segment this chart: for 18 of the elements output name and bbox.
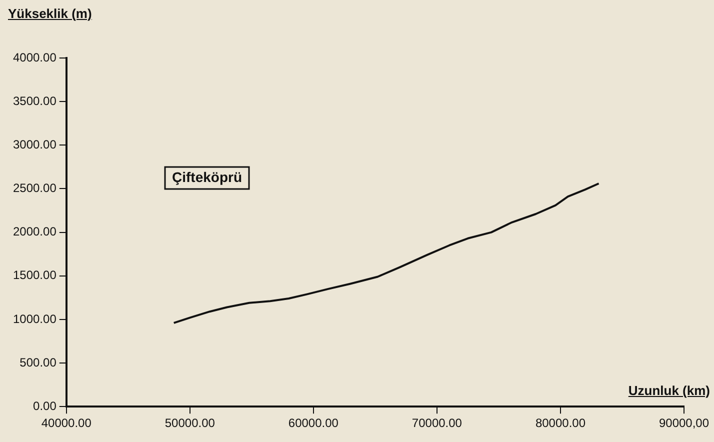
- y-tick-label: 500.00: [20, 355, 57, 370]
- y-tick-label: 1000.00: [12, 312, 57, 326]
- y-tick-label: 3500.00: [12, 94, 57, 108]
- y-tick-label: 0.00: [33, 398, 57, 413]
- y-tick-label: 2000.00: [12, 224, 57, 239]
- x-tick-label: 90000,00: [658, 416, 710, 430]
- y-tick-label: 1500.00: [12, 268, 57, 282]
- y-tick-label: 4000.00: [12, 50, 57, 64]
- y-tick-label: 2500.00: [12, 181, 57, 196]
- x-tick-label: 60000.00: [288, 416, 339, 430]
- y-axis-title: Yükseklik (m): [8, 6, 92, 21]
- x-tick-label: 50000.00: [164, 416, 216, 430]
- x-tick-label: 40000.00: [41, 416, 92, 430]
- x-tick-label: 70000.00: [412, 416, 462, 430]
- x-tick-label: 80000.00: [535, 416, 586, 430]
- x-axis-title: Uzunluk (km): [628, 382, 710, 398]
- annotation: Çifteköprü: [172, 168, 242, 185]
- y-tick-label: 3000.00: [12, 137, 57, 152]
